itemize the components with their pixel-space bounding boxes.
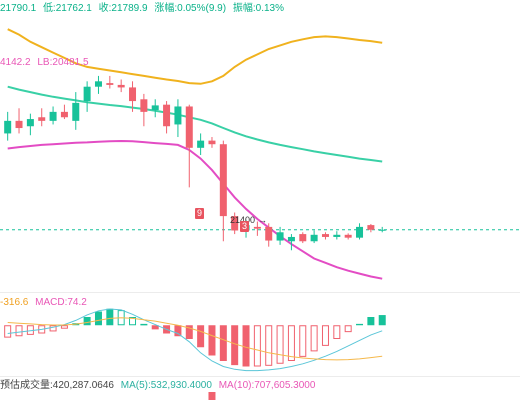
panel-divider-2 [0, 376, 520, 377]
candle-body [4, 120, 12, 134]
candle-body [276, 232, 284, 241]
macd-value: MACD:74.2 [35, 297, 87, 308]
volume-ma5: MA(5):532,930.4000 [120, 380, 212, 391]
candle-body [299, 234, 307, 242]
dea-value: -316.6 [0, 297, 29, 308]
macd-histogram-bar [276, 325, 284, 364]
macd-histogram-bar [321, 325, 329, 346]
macd-histogram-bar [231, 325, 239, 366]
candle-body [49, 111, 57, 121]
candle-body [378, 229, 386, 231]
macd-histogram-bar [208, 325, 216, 356]
volume-bar [208, 392, 216, 400]
macd-histogram-bar [299, 325, 307, 357]
candle-body [219, 144, 227, 217]
lb-value: LB:20481.5 [37, 57, 89, 68]
candle-body [106, 83, 114, 85]
macd-histogram-bar [151, 325, 159, 330]
candle-body [117, 84, 125, 88]
ohlc-header: 21790.1 低:21762.1 收:21789.9 涨幅:0.05%(9.9… [0, 2, 288, 16]
candle-body [367, 225, 375, 230]
macd-histogram-bar [140, 323, 148, 326]
macd-histogram-bar [185, 325, 193, 339]
volume-ma10: MA(10):707,605.3000 [218, 380, 316, 391]
dif-line [7, 308, 383, 372]
macd-histogram-bar [219, 325, 227, 361]
macd-histogram-bar [253, 325, 261, 367]
candle-body [26, 119, 34, 127]
high-value: 21790.1 [0, 3, 37, 14]
macd-histogram-bar [287, 325, 295, 361]
candle-body [15, 120, 23, 129]
dea-line [7, 317, 383, 361]
macd-histogram-bar [344, 325, 352, 333]
candle-body [72, 102, 80, 121]
low-marker: 3 [240, 221, 250, 232]
candle-body [129, 87, 137, 102]
low-price-arrow: → [258, 215, 267, 225]
candle-body [287, 236, 295, 242]
high-marker: 9 [195, 208, 205, 219]
macd-histogram-bar [265, 325, 273, 366]
candle-body [197, 140, 205, 148]
low-price-label: 21400 [230, 215, 256, 225]
middle-band-line [7, 85, 383, 163]
amplitude-value: 振幅:0.13% [232, 3, 284, 14]
candle-body [310, 234, 318, 242]
candle-body [333, 234, 341, 237]
macd-histogram-bar [15, 325, 23, 337]
forecast-volume: 预估成交量:420,287.0646 [0, 380, 114, 391]
macd-histogram-bar [94, 311, 102, 326]
macd-histogram-bar [83, 317, 91, 326]
candle-body [83, 86, 91, 102]
macd-histogram-bar [129, 317, 137, 326]
candle-body [174, 106, 182, 125]
panel-divider-1 [0, 292, 520, 293]
candle-body [140, 99, 148, 112]
macd-histogram-bar [356, 323, 364, 326]
candle-body [344, 234, 352, 238]
macd-histogram-bar [106, 308, 114, 326]
candle-body [151, 105, 159, 111]
candle-body [185, 106, 193, 148]
change-value: 涨幅:0.05%(9.9) [154, 3, 227, 14]
close-value: 收:21789.9 [98, 3, 148, 14]
macd-histogram-bar [174, 325, 182, 337]
candle-body [94, 81, 102, 87]
candle-body [60, 111, 68, 118]
macd-histogram-bar [197, 325, 205, 348]
macd-histogram-bar [310, 325, 318, 352]
ub-value: 4142.2 [0, 57, 31, 68]
upper-band-line [7, 28, 383, 85]
candle-body [321, 234, 329, 237]
volume-legend: 预估成交量:420,287.0646 MA(5):532,930.4000 MA… [0, 379, 319, 393]
lower-band-line [7, 139, 383, 280]
bollinger-legend: 4142.2 LB:20481.5 [0, 56, 93, 70]
candle-body [265, 226, 273, 241]
candle-body [38, 117, 46, 121]
macd-legend: -316.6 MACD:74.2 [0, 296, 91, 310]
macd-histogram-bar [60, 325, 68, 329]
candle-body [356, 226, 364, 238]
macd-histogram-bar [242, 325, 250, 367]
candle-body [163, 104, 171, 127]
candle-body [253, 226, 261, 229]
macd-histogram-bar [367, 317, 375, 326]
candle-body [208, 140, 216, 145]
low-value: 低:21762.1 [42, 3, 92, 14]
candle-body [231, 216, 239, 231]
macd-histogram-bar [4, 325, 12, 338]
macd-histogram-bar [378, 315, 386, 326]
macd-histogram-bar [333, 325, 341, 339]
